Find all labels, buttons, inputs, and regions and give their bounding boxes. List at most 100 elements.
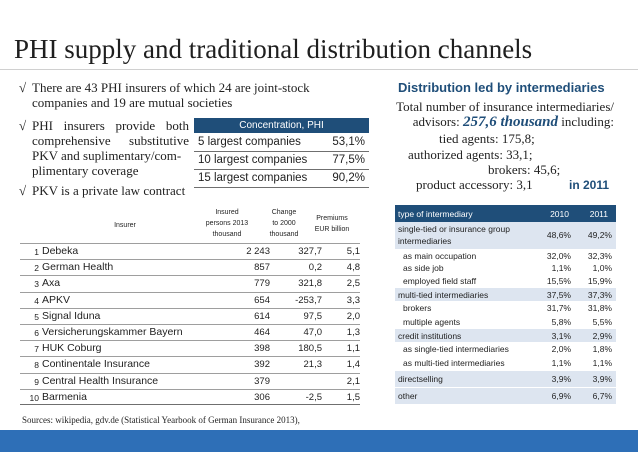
insurer-rank: 9	[34, 376, 39, 387]
header-line: EUR billion	[314, 226, 350, 233]
insurer-premiums: 2,1	[346, 375, 360, 387]
intermediary-table-header: type of intermediary 2010 2011	[395, 205, 616, 222]
intermediary-type: as side job	[403, 263, 444, 273]
insurer-rank: 4	[34, 295, 39, 306]
insurer-change: 180,5	[298, 343, 322, 355]
insurer-name: Signal Iduna	[42, 309, 101, 322]
insurer-change: 0,2	[308, 262, 322, 274]
insurer-rank: 8	[34, 360, 39, 371]
table-row: 5 largest companies 53,1%	[194, 133, 369, 152]
header-line: thousand	[269, 231, 299, 238]
insurer-name: German Health	[42, 261, 114, 274]
bullet-line: PKV and suplimentary/com-	[32, 148, 182, 163]
table-row: 7 HUK Coburg 398 180,5 1,1	[20, 340, 360, 356]
insurer-name: Continentale Insurance	[42, 358, 150, 371]
insurer-rank: 10	[29, 392, 39, 403]
table-row: multi-tied intermediaries 37,5% 37,3%	[395, 288, 616, 302]
distribution-total: advisors: 257,6 thousand including:	[413, 114, 614, 130]
intermediary-type: as multi-tied intermediaries	[403, 358, 505, 368]
table-row: 4 APKV 654 -253,7 3,3	[20, 291, 360, 308]
insurer-change: 21,3	[303, 359, 323, 371]
year-2010-col-header: 2010	[550, 209, 569, 219]
table-row: 10 largest companies 77,5%	[194, 151, 369, 170]
table-row: 8 Continentale Insurance 392 21,3 1,4	[20, 356, 360, 372]
value-2011: 1,1%	[592, 358, 612, 368]
intermediary-type-line: single-tied or insurance group	[398, 224, 510, 234]
distribution-brokers: brokers: 45,6;	[488, 162, 561, 177]
insurer-name: Versicherungskammer Bayern	[42, 325, 183, 338]
premiums-col-header: Premiums EUR billion	[306, 213, 358, 235]
header-line: Insured	[215, 209, 239, 216]
concentration-label: 10 largest companies	[194, 151, 324, 170]
value-2010: 1,1%	[551, 263, 571, 273]
slide-title: PHI supply and traditional distribution …	[14, 34, 533, 64]
table-row: single-tied or insurance group intermedi…	[395, 222, 616, 250]
insurer-persons: 392	[254, 359, 270, 371]
sources-note: Sources: wikipedia, gdv.de (Statistical …	[22, 415, 300, 425]
header-line: to 2000	[272, 220, 296, 227]
insurer-rank: 2	[34, 263, 39, 274]
insurer-name: Barmenia	[42, 390, 87, 403]
insurer-change: 97,5	[303, 310, 323, 322]
bullet-line: PKV is a private law contract	[32, 183, 186, 198]
insurer-persons: 857	[254, 262, 270, 274]
table-row: 5 Signal Iduna 614 97,5 2,0	[20, 307, 360, 324]
table-row: 1 Debeka 2 243 327,7 5,1	[20, 243, 360, 259]
intermediary-type: as single-tied intermediaries	[403, 344, 509, 354]
value-2011: 1,8%	[592, 344, 612, 354]
concentration-table: Concentration, PHI 5 largest companies 5…	[194, 118, 369, 188]
intermediary-type: as main occupation	[403, 251, 477, 261]
concentration-header: Concentration, PHI	[194, 118, 369, 133]
bullet-coverage: √ PHI insurers provide both comprehensiv…	[19, 118, 189, 178]
table-row: directselling 3,9% 3,9%	[395, 371, 616, 388]
table-row: other 6,9% 6,7%	[395, 388, 616, 405]
table-row: 10 Barmenia 306 -2,5 1,5	[20, 388, 360, 405]
bullet-private-law: √ PKV is a private law contract	[19, 183, 219, 198]
insurer-rank: 1	[34, 247, 39, 257]
insurer-premiums: 1,5	[346, 391, 360, 403]
header-line: Premiums	[316, 215, 348, 222]
header-line: Change	[271, 209, 297, 216]
value-2011: 32,3%	[587, 251, 612, 261]
value-2010: 3,1%	[551, 331, 571, 341]
intermediary-type: brokers	[403, 303, 432, 313]
insurer-name: APKV	[42, 293, 71, 306]
insurer-persons: 779	[254, 278, 270, 290]
table-row: as main occupation 32,0% 32,3%	[395, 250, 616, 262]
insurer-premiums: 2,0	[346, 310, 360, 322]
table-row: as single-tied intermediaries 2,0% 1,8%	[395, 343, 616, 356]
bullet-line: plimentary coverage	[32, 163, 139, 178]
value-2010: 31,7%	[546, 303, 571, 313]
insurer-premiums: 1,4	[346, 359, 360, 371]
bullet-line: There are 43 PHI insurers of which 24 ar…	[32, 80, 310, 95]
insurer-name: Axa	[42, 277, 61, 290]
bullet-insurers-count: √ There are 43 PHI insurers of which 24 …	[19, 80, 379, 110]
value-2011: 1,0%	[592, 263, 612, 273]
insurer-rank: 5	[34, 311, 39, 322]
insurer-col-header: Insurer	[114, 222, 136, 229]
concentration-value: 90,2%	[323, 169, 369, 188]
table-row: employed field staff 15,5% 15,9%	[395, 274, 616, 288]
distribution-total-value: 257,6 thousand	[462, 114, 559, 130]
intermediary-type: multiple agents	[403, 317, 461, 327]
concentration-value: 53,1%	[323, 133, 369, 152]
table-row: 9 Central Health Insurance 379 2,1	[20, 372, 360, 389]
insurer-persons: 614	[254, 310, 270, 322]
value-2010: 2,0%	[551, 344, 571, 354]
change-col-header: Change to 2000 thousand	[262, 207, 306, 240]
bullet-line: companies and 19 are mutual societies	[32, 95, 233, 110]
insurer-premiums: 3,3	[346, 294, 360, 306]
bullet-line: PHI insurers provide both	[32, 118, 189, 133]
table-row: 3 Axa 779 321,8 2,5	[20, 275, 360, 291]
value-2010: 5,8%	[551, 317, 571, 327]
insurer-premiums: 2,5	[346, 278, 360, 290]
checkmark-icon: √	[19, 118, 27, 133]
insurer-persons: 464	[254, 326, 270, 338]
table-row: as side job 1,1% 1,0%	[395, 262, 616, 274]
table-row: multiple agents 5,8% 5,5%	[395, 315, 616, 329]
insurer-name: HUK Coburg	[42, 342, 102, 355]
distribution-total-suffix: including:	[561, 114, 614, 129]
bottom-bar	[0, 430, 638, 452]
insurer-persons: 379	[254, 375, 270, 387]
insurer-change: 321,8	[298, 278, 322, 290]
